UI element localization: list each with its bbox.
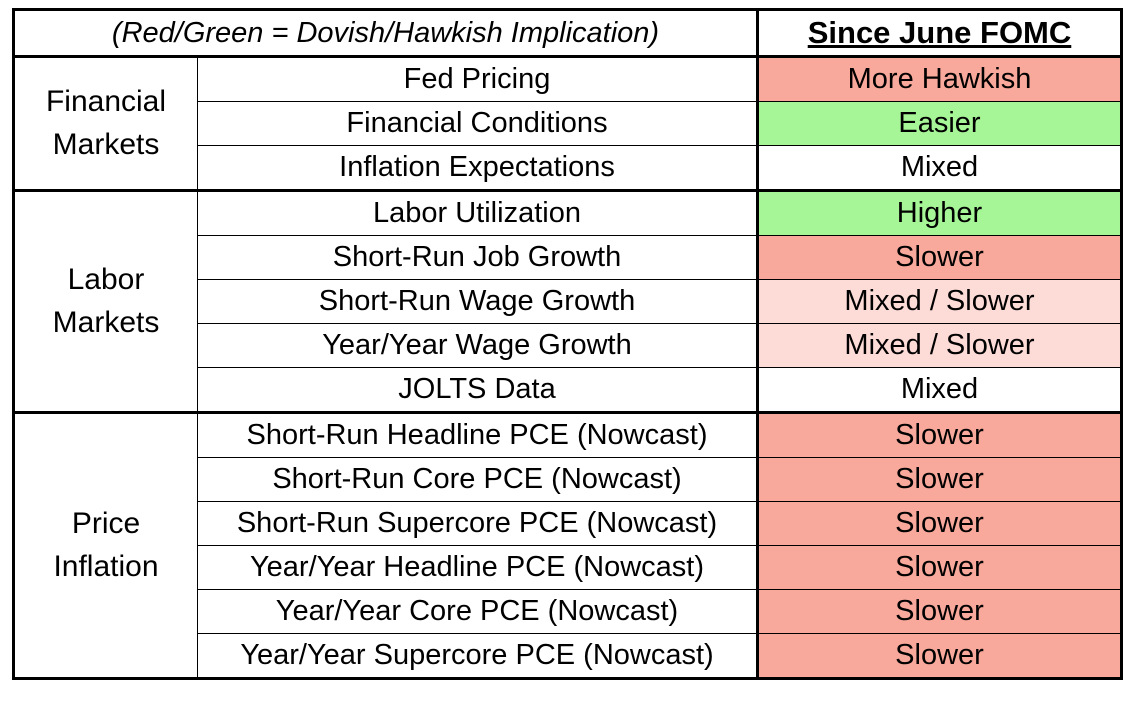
table-row: Price Inflation Short-Run Headline PCE (No… (12, 412, 1123, 680)
assessment-cell: Slower (756, 457, 1123, 502)
color-legend-note: (Red/Green = Dovish/Hawkish Implication) (12, 8, 758, 58)
metric-cell: Year/Year Headline PCE (Nowcast) (197, 545, 758, 590)
table-row: Year/Year Wage Growth Mixed / Slower (14, 323, 1123, 368)
period-header-label: Since June FOMC (807, 15, 1072, 50)
table-row: Financial Markets Fed Pricing More Hawkish (12, 56, 1123, 192)
fomc-scorecard-table: (Red/Green = Dovish/Hawkish Implication)… (12, 8, 1123, 680)
metric-cell: Short-Run Headline PCE (Nowcast) (197, 412, 758, 458)
metric-cell: Short-Run Supercore PCE (Nowcast) (197, 501, 758, 546)
metric-cell: Year/Year Supercore PCE (Nowcast) (197, 633, 758, 680)
metric-cell: Fed Pricing (197, 56, 758, 102)
metric-cell: Short-Run Core PCE (Nowcast) (197, 457, 758, 502)
metric-cell: JOLTS Data (197, 367, 758, 414)
table-row: Year/Year Supercore PCE (Nowcast) Slower (14, 633, 1123, 680)
metric-cell: Inflation Expectations (197, 145, 758, 192)
assessment-cell: Slower (756, 589, 1123, 634)
assessment-cell: Slower (756, 501, 1123, 546)
metric-cell: Labor Utilization (197, 190, 758, 236)
assessment-cell: Mixed (756, 145, 1123, 192)
assessment-cell: Slower (756, 235, 1123, 280)
metric-cell: Year/Year Wage Growth (197, 323, 758, 368)
metric-cell: Financial Conditions (197, 101, 758, 146)
header-row: (Red/Green = Dovish/Hawkish Implication)… (12, 8, 1123, 58)
table-row: Year/Year Core PCE (Nowcast) Slower (14, 589, 1123, 634)
table-row: Inflation Expectations Mixed (14, 145, 1123, 192)
assessment-cell: Mixed / Slower (756, 279, 1123, 324)
table-row: Short-Run Supercore PCE (Nowcast) Slower (14, 501, 1123, 546)
table-row: JOLTS Data Mixed (14, 367, 1123, 414)
metric-cell: Short-Run Job Growth (197, 235, 758, 280)
assessment-cell: Slower (756, 545, 1123, 590)
assessment-cell: Easier (756, 101, 1123, 146)
table-row: Short-Run Wage Growth Mixed / Slower (14, 279, 1123, 324)
assessment-cell: Higher (756, 190, 1123, 236)
metric-cell: Year/Year Core PCE (Nowcast) (197, 589, 758, 634)
assessment-cell: Slower (756, 412, 1123, 458)
table-row: Short-Run Core PCE (Nowcast) Slower (14, 457, 1123, 502)
category-cell: Labor Markets (12, 190, 198, 414)
assessment-cell: Mixed / Slower (756, 323, 1123, 368)
assessment-cell: Slower (756, 633, 1123, 680)
assessment-cell: More Hawkish (756, 56, 1123, 102)
table-row: Short-Run Job Growth Slower (14, 235, 1123, 280)
category-cell: Financial Markets (12, 56, 198, 192)
metric-cell: Short-Run Wage Growth (197, 279, 758, 324)
assessment-cell: Mixed (756, 367, 1123, 414)
table-row: Labor Markets Labor Utilization Higher (12, 190, 1123, 414)
period-header: Since June FOMC (756, 8, 1123, 58)
category-cell: Price Inflation (12, 412, 198, 680)
